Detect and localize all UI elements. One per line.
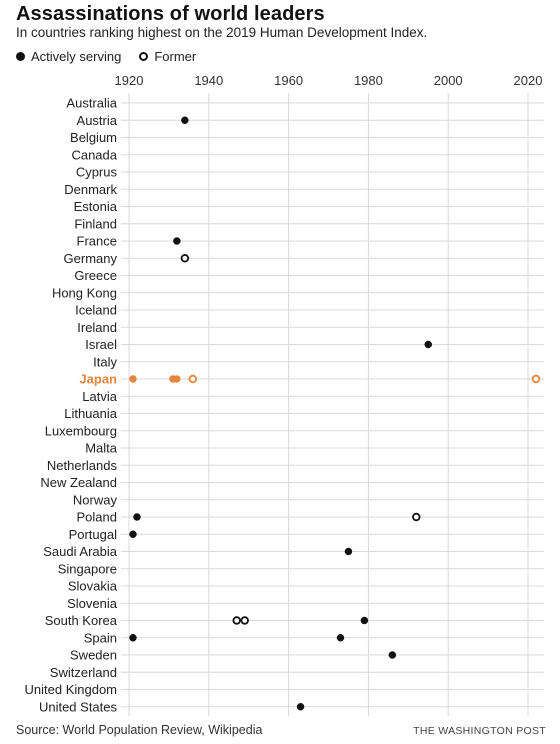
category-label: Latvia [82,389,117,404]
active-leader-point [424,340,432,349]
category-label: Lithuania [64,406,118,421]
category-label: Spain [84,630,117,645]
former-leader-point [180,254,190,263]
x-tick-label: 1940 [194,73,223,88]
former-leader-point [240,616,249,625]
x-tick-label: 1980 [354,73,383,88]
category-label: Greece [74,268,117,283]
active-leader-point [360,616,369,625]
chart-title: Assassinations of world leaders [16,3,325,25]
active-leader-point [173,375,181,383]
former-leader-point [531,374,541,384]
active-leader-point [133,513,141,521]
category-label: Iceland [75,303,117,318]
category-label: Denmark [64,182,117,197]
active-leader-point [129,634,137,642]
former-leader-point [232,616,241,625]
category-label: Finland [74,216,117,231]
x-tick-label: 1920 [115,73,144,88]
category-label: Hong Kong [52,285,117,300]
source-note: Source: World Population Review, Wikiped… [16,723,263,737]
category-label: Malta [85,441,118,456]
active-leader-point [181,116,189,124]
category-label: Estonia [74,199,118,214]
legend-active-label: Actively serving [31,49,122,64]
active-leader-point [173,237,181,245]
x-tick-label: 2020 [514,73,543,88]
category-label: Belgium [70,130,117,145]
category-label: Sweden [70,648,117,663]
active-leader-point [336,634,345,642]
x-tick-label: 2000 [434,73,463,88]
category-label: Slovenia [67,596,118,611]
legend-filled-dot-icon [16,52,25,61]
category-label: New Zealand [40,475,117,490]
category-label: Switzerland [50,665,117,680]
category-label: Saudi Arabia [43,544,117,559]
category-label: Singapore [58,561,117,576]
former-leader-point [412,512,421,522]
active-leader-point [129,375,137,383]
legend-former-label: Former [154,49,197,64]
active-leader-point [344,547,353,556]
category-label: Italy [93,354,117,369]
active-leader-point [388,651,397,659]
category-label: Luxembourg [45,423,117,438]
category-label: Cyprus [76,165,118,180]
chart-subtitle: In countries ranking highest on the 2019… [16,25,428,40]
category-label: United Kingdom [25,682,118,697]
category-label: Canada [71,147,117,162]
category-label: Norway [73,492,118,507]
x-tick-label: 1960 [274,73,303,88]
category-label: Slovakia [68,579,118,594]
category-label: Australia [66,96,117,111]
legend-item-active: Actively serving [16,49,121,64]
former-leader-point [188,374,198,384]
category-label: Ireland [77,320,117,335]
legend: Actively serving Former [16,49,214,64]
active-leader-point [296,703,305,711]
category-label: United States [39,699,118,714]
category-label: Germany [64,251,118,266]
category-label: France [77,234,117,249]
category-label: Netherlands [47,458,118,473]
category-label: South Korea [45,613,118,628]
publisher-credit: THE WASHINGTON POST [413,725,546,737]
legend-hollow-dot-icon [139,52,149,61]
category-label: Portugal [69,527,118,542]
active-leader-point [129,530,137,538]
category-label: Austria [77,113,118,128]
category-label: Israel [85,337,117,352]
legend-item-former: Former [139,49,196,64]
category-label: Poland [77,510,117,525]
category-label: Japan [79,372,117,387]
